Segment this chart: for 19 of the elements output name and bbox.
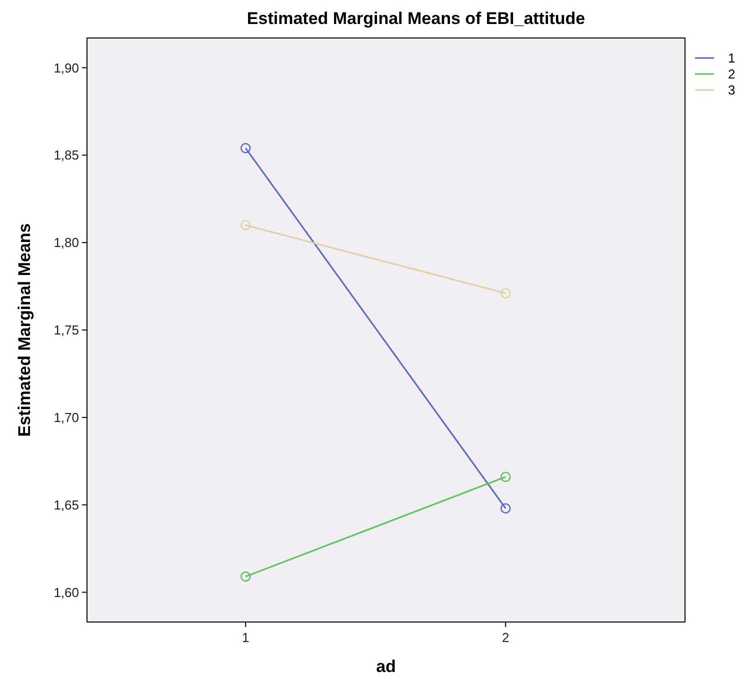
y-tick-label: 1,90 xyxy=(54,60,79,76)
legend-label: 1 xyxy=(728,50,736,66)
point xyxy=(500,288,511,298)
y-tick-label: 1,75 xyxy=(54,322,79,338)
chart-title: Estimated Marginal Means of EBI_attitude xyxy=(246,9,586,28)
y-axis-title: Estimated Marginal Means xyxy=(15,223,34,437)
y-tick-label: 1,80 xyxy=(54,235,79,250)
point xyxy=(500,472,511,482)
y-tick-label: 1,85 xyxy=(54,148,79,163)
y-tick-label: 1,60 xyxy=(54,584,79,600)
point xyxy=(500,503,511,514)
point xyxy=(240,220,251,230)
x-axis-title: ad xyxy=(376,657,396,676)
legend-label: 3 xyxy=(728,82,736,98)
y-tick-label: 1,70 xyxy=(54,410,79,425)
point xyxy=(240,571,251,582)
point xyxy=(240,143,251,154)
y-tick-label: 1,65 xyxy=(54,497,79,512)
legend-label: 2 xyxy=(728,66,736,82)
